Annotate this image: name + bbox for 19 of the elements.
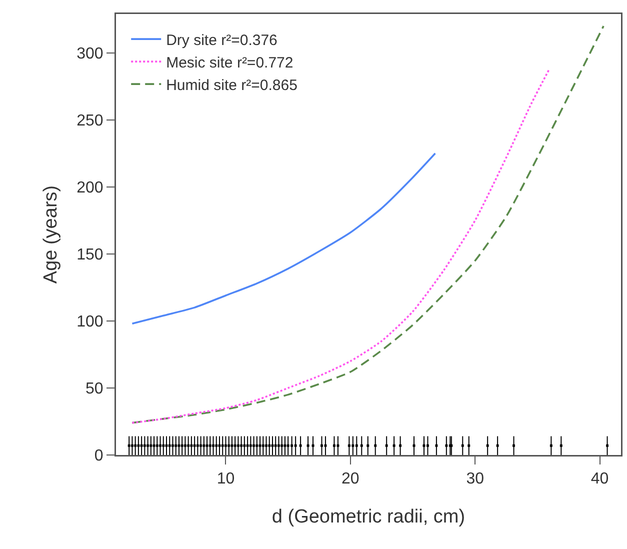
line-series: [131, 25, 604, 424]
legend-label: Humid site r²=0.865: [166, 76, 298, 94]
y-tick-label: 0: [94, 448, 104, 465]
y-axis-title: Age (years): [40, 185, 62, 284]
y-tick-label: 50: [86, 380, 104, 398]
x-tick-label: 30: [466, 470, 484, 488]
x-tick-label: 10: [216, 470, 235, 488]
legend-label: Mesic site r²=0.772: [166, 54, 294, 72]
y-tick-label: 300: [76, 45, 104, 62]
y-tick-label: 200: [76, 180, 104, 197]
y-tick-label: 250: [76, 112, 104, 130]
line-series: [131, 152, 436, 325]
x-tick-label: 40: [590, 470, 609, 488]
y-tick-label: 150: [76, 246, 104, 264]
legend-label: Dry site r²=0.376: [166, 32, 278, 49]
y-tick-label: 100: [76, 314, 104, 331]
line-series: [131, 69, 550, 424]
x-tick-label: 20: [342, 470, 360, 488]
x-axis-title: d (Geometric radii, cm): [272, 506, 466, 528]
